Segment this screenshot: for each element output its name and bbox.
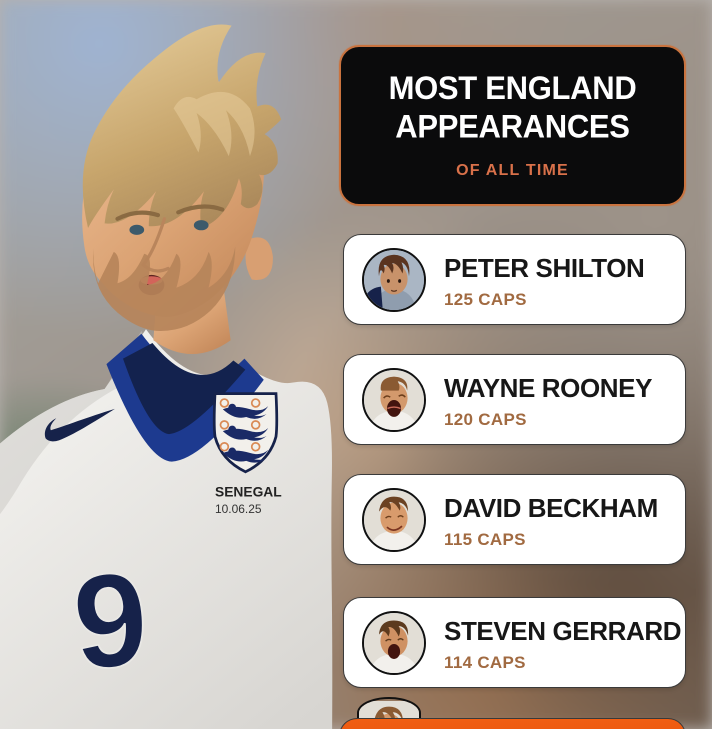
svg-text:SENEGAL: SENEGAL [215, 485, 282, 500]
svg-text:9: 9 [68, 544, 152, 698]
svg-text:10.06.25: 10.06.25 [215, 502, 262, 516]
